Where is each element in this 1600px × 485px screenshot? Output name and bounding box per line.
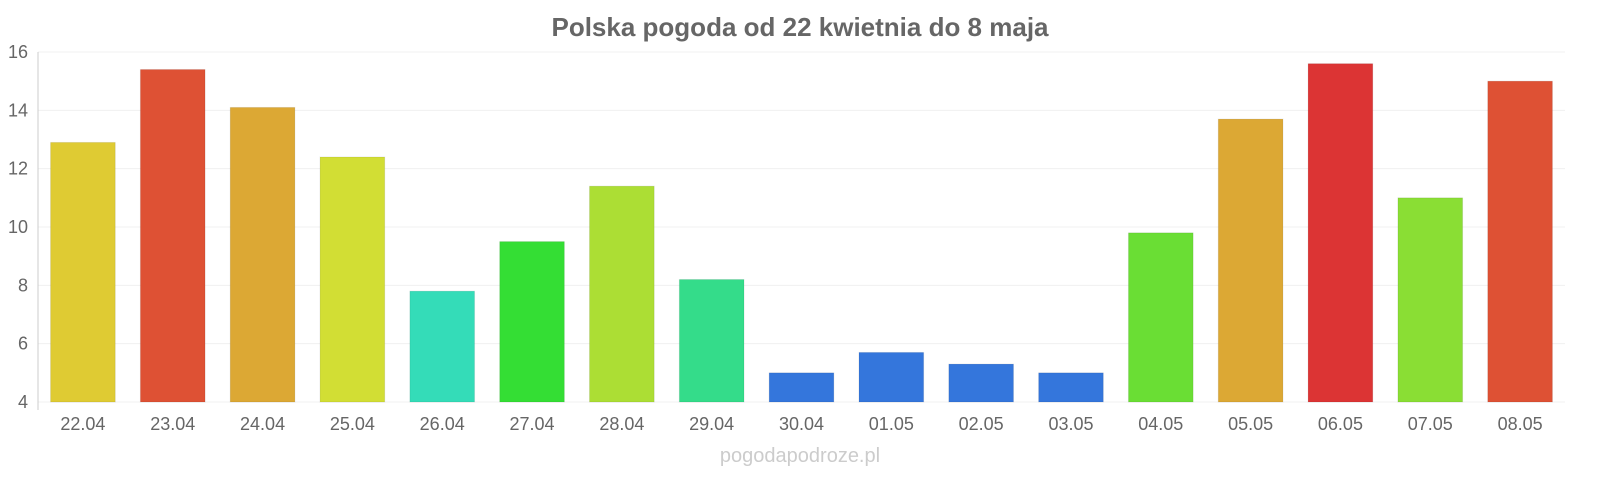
bar-22.04: [50, 141, 116, 403]
bar-30.04: [768, 372, 835, 403]
bar-01.05: [858, 351, 925, 403]
y-tick-label: 8: [18, 275, 28, 295]
bar-03.05: [1038, 372, 1104, 403]
bar-07.05: [1397, 197, 1464, 403]
x-tick-label: 24.04: [240, 414, 285, 434]
x-tick-label: 22.04: [60, 414, 105, 434]
x-tick-label: 29.04: [689, 414, 734, 434]
bar-08.05: [1487, 80, 1553, 403]
x-tick-label: 27.04: [510, 414, 555, 434]
y-tick-label: 6: [18, 334, 28, 354]
chart-title: Polska pogoda od 22 kwietnia do 8 maja: [551, 12, 1049, 42]
x-tick-label: 28.04: [599, 414, 644, 434]
bar-05.05: [1217, 118, 1284, 403]
y-tick-label: 10: [8, 217, 28, 237]
bar-23.04: [139, 69, 206, 403]
y-tick-label: 14: [8, 100, 28, 120]
x-tick-label: 23.04: [150, 414, 195, 434]
x-tick-label: 07.05: [1408, 414, 1453, 434]
x-tick-label: 01.05: [869, 414, 914, 434]
bar-26.04: [409, 290, 476, 403]
bar-25.04: [319, 156, 386, 403]
x-tick-label: 26.04: [420, 414, 465, 434]
y-tick-label: 12: [8, 159, 28, 179]
x-tick-label: 05.05: [1228, 414, 1273, 434]
bar-06.05: [1307, 63, 1374, 403]
bars: [50, 63, 1553, 403]
x-axis-ticks: 22.04 23.04 24.04 25.04 26.04 27.04 28.04 29.04…: [60, 414, 1542, 434]
x-tick-label: 30.04: [779, 414, 824, 434]
y-tick-label: 16: [8, 42, 28, 62]
x-tick-label: 02.05: [959, 414, 1004, 434]
x-tick-label: 08.05: [1498, 414, 1543, 434]
bar-04.05: [1127, 232, 1194, 403]
bar-02.05: [948, 363, 1014, 403]
y-tick-label: 4: [18, 392, 28, 412]
x-tick-label: 03.05: [1048, 414, 1093, 434]
bar-28.04: [589, 185, 655, 403]
watermark: pogodapodroze.pl: [720, 445, 880, 467]
bar-27.04: [499, 241, 565, 403]
x-tick-label: 04.05: [1138, 414, 1183, 434]
y-axis-ticks: 4 6 8 10 12 14 16: [8, 42, 28, 412]
bar-24.04: [229, 106, 296, 403]
x-tick-label: 25.04: [330, 414, 375, 434]
bar-29.04: [678, 279, 745, 403]
x-tick-label: 06.05: [1318, 414, 1363, 434]
